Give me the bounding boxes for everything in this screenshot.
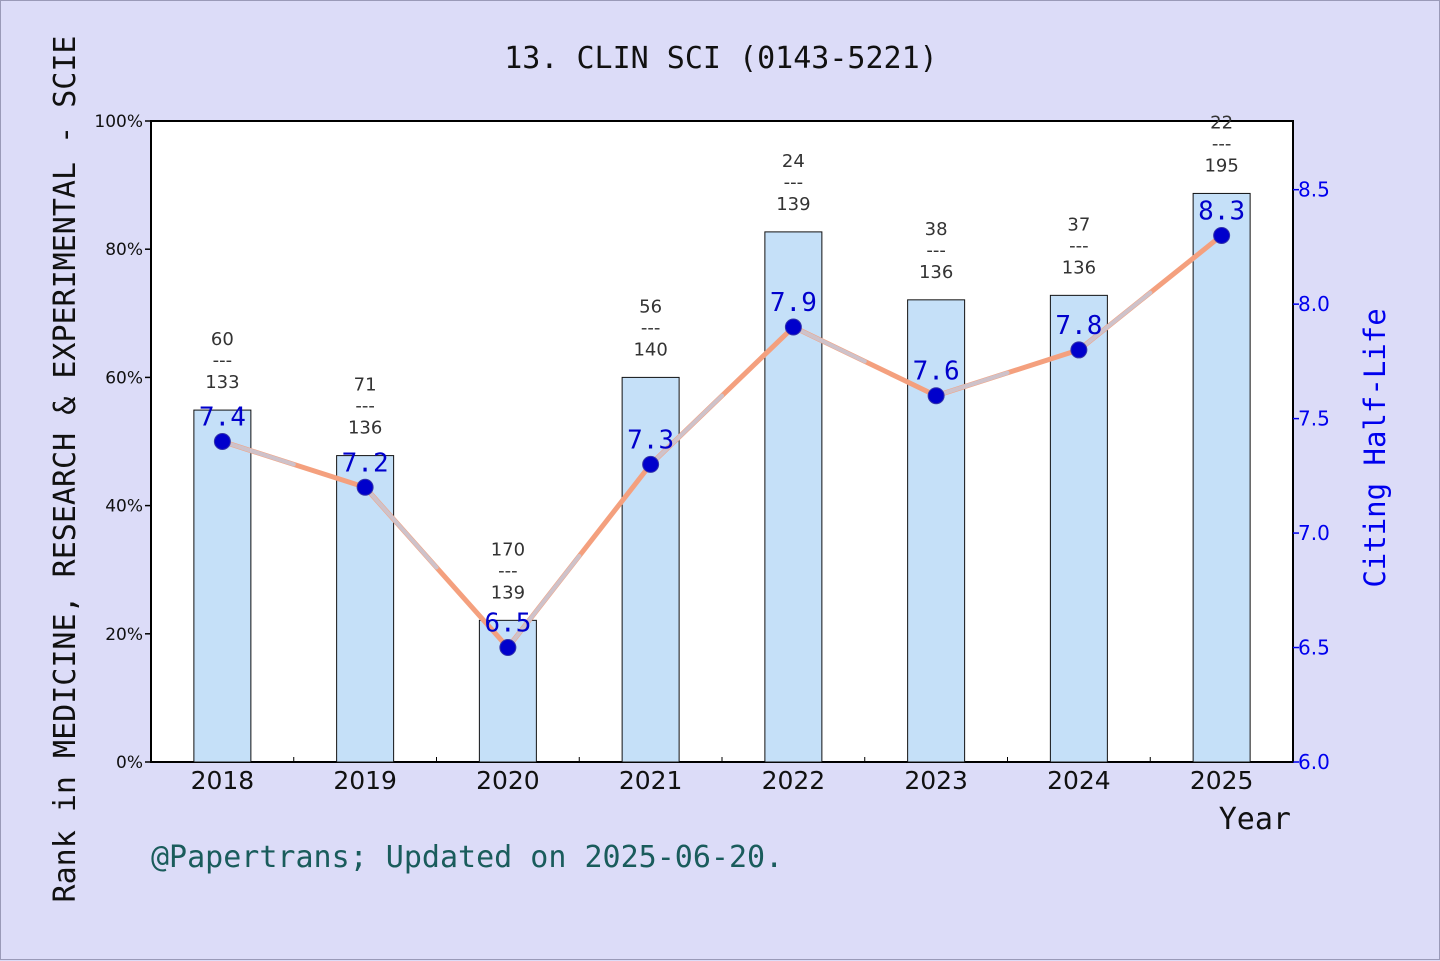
x-axis-tick-label: 2019 [333, 766, 397, 795]
rank-value-label: 24 [782, 151, 805, 172]
x-axis-tick-label: 2023 [904, 766, 968, 795]
half-life-value-label: 7.6 [913, 357, 960, 387]
half-life-segment-overlay [363, 485, 439, 570]
x-axis: 2018 2019 2020 2021 2022 2023 2024 2025 [150, 757, 1294, 795]
half-life-segment-overlay [1076, 290, 1153, 352]
rank-bar-2024 [1049, 294, 1108, 763]
half-life-value-label: 7.9 [770, 288, 817, 318]
left-axis-tick-label: 0% [116, 753, 143, 773]
left-axis: 0% 20% 40% 60% 80% 100% [94, 112, 151, 773]
right-axis: 6.0 6.5 7.0 7.5 8.0 8.5 [1293, 178, 1330, 774]
rank-separator-label: --- [1212, 133, 1232, 154]
rank-separator-label: --- [498, 560, 518, 581]
rank-value-label: 170 [491, 539, 525, 560]
rank-bar-2023 [907, 299, 966, 763]
rank-total-label: 133 [205, 372, 239, 393]
left-axis-tick-label: 100% [94, 112, 143, 132]
half-life-point-2021 [642, 455, 660, 473]
right-axis-tick-label: 6.5 [1298, 636, 1330, 660]
half-life-segment-overlay [934, 370, 1010, 398]
half-life-marker-group [213, 226, 1231, 657]
rank-total-label: 136 [348, 418, 382, 439]
chart-title: 13. CLIN SCI (0143-5221) [504, 41, 937, 76]
half-life-value-label: 7.4 [199, 403, 246, 433]
x-axis-tick-label: 2022 [762, 766, 826, 795]
plot-area [150, 120, 1294, 763]
half-life-value-label: 6.5 [484, 609, 531, 639]
rank-separator-label: --- [641, 317, 661, 338]
half-life-point-2019 [356, 478, 374, 496]
left-axis-tick-label: 80% [105, 240, 143, 260]
rank-separator-label: --- [926, 240, 946, 261]
half-life-segment-overlay [791, 325, 867, 364]
half-life-segment-overlay [648, 393, 724, 467]
rank-separator-label: --- [784, 172, 804, 193]
rank-bar-2019 [336, 455, 395, 763]
rank-value-label: 38 [925, 219, 948, 240]
rank-total-label: 140 [633, 339, 667, 360]
x-axis-tick-label: 2024 [1047, 766, 1111, 795]
y-axis-label-left: Rank in MEDICINE, RESEARCH & EXPERIMENTA… [48, 36, 83, 903]
half-life-point-2024 [1070, 341, 1088, 359]
rank-separator-label: --- [1069, 235, 1089, 256]
rank-total-label: 139 [491, 582, 525, 603]
half-life-segment-overlay [220, 439, 296, 467]
left-axis-tick-label: 40% [105, 497, 143, 517]
half-life-point-2025 [1213, 226, 1231, 244]
right-axis-tick-label: 6.0 [1298, 750, 1330, 774]
rank-separator-label: --- [355, 396, 375, 417]
x-axis-tick-label: 2018 [191, 766, 255, 795]
rank-separator-label: --- [213, 350, 233, 371]
x-axis-tick-label: 2020 [476, 766, 540, 795]
x-axis-tick-label: 2021 [619, 766, 683, 795]
rank-total-label: 139 [776, 194, 810, 215]
right-axis-tick-label: 7.0 [1298, 521, 1330, 545]
half-life-point-2022 [784, 318, 802, 336]
x-axis-tick-label: 2025 [1190, 766, 1254, 795]
footer-credit: @Papertrans; Updated on 2025-06-20. [151, 840, 783, 875]
half-life-value-label: 7.8 [1055, 311, 1102, 341]
rank-total-label: 136 [919, 262, 953, 283]
rank-label-group: 60---133 71---136170---13956---14024---13… [205, 112, 1239, 603]
rank-value-label: 71 [354, 375, 377, 396]
x-axis-label: Year [1219, 802, 1291, 837]
half-life-point-2020 [499, 639, 517, 657]
rank-value-label: 60 [211, 329, 234, 350]
half-life-point-2018 [213, 433, 231, 450]
half-life-segment-overlay [505, 553, 582, 650]
half-life-value-label: 7.3 [627, 425, 674, 455]
half-life-line-group [219, 232, 1225, 651]
half-life-value-label: 8.3 [1198, 196, 1245, 226]
rank-value-label: 22 [1210, 112, 1233, 133]
y-axis-label-right: Citing Half-Life [1358, 308, 1392, 587]
rank-bar-2021 [621, 376, 680, 763]
rank-value-label: 56 [639, 296, 662, 317]
right-axis-tick-label: 8.5 [1298, 178, 1330, 202]
left-axis-tick-label: 60% [105, 368, 143, 388]
half-life-label-group: 7.4 7.2 6.5 7.3 7.9 7.6 7.8 8.3 [199, 196, 1245, 638]
bar-group [193, 192, 1251, 763]
rank-value-label: 37 [1067, 214, 1090, 235]
right-axis-tick-label: 8.0 [1298, 292, 1330, 316]
right-axis-tick-label: 7.5 [1298, 407, 1330, 431]
rank-total-label: 195 [1204, 155, 1238, 176]
rank-bar-2025 [1192, 192, 1251, 763]
rank-total-label: 136 [1062, 257, 1096, 278]
half-life-value-label: 7.2 [342, 448, 389, 478]
rank-bar-2018 [193, 409, 252, 763]
half-life-point-2023 [927, 387, 945, 405]
left-axis-tick-label: 20% [105, 625, 143, 645]
